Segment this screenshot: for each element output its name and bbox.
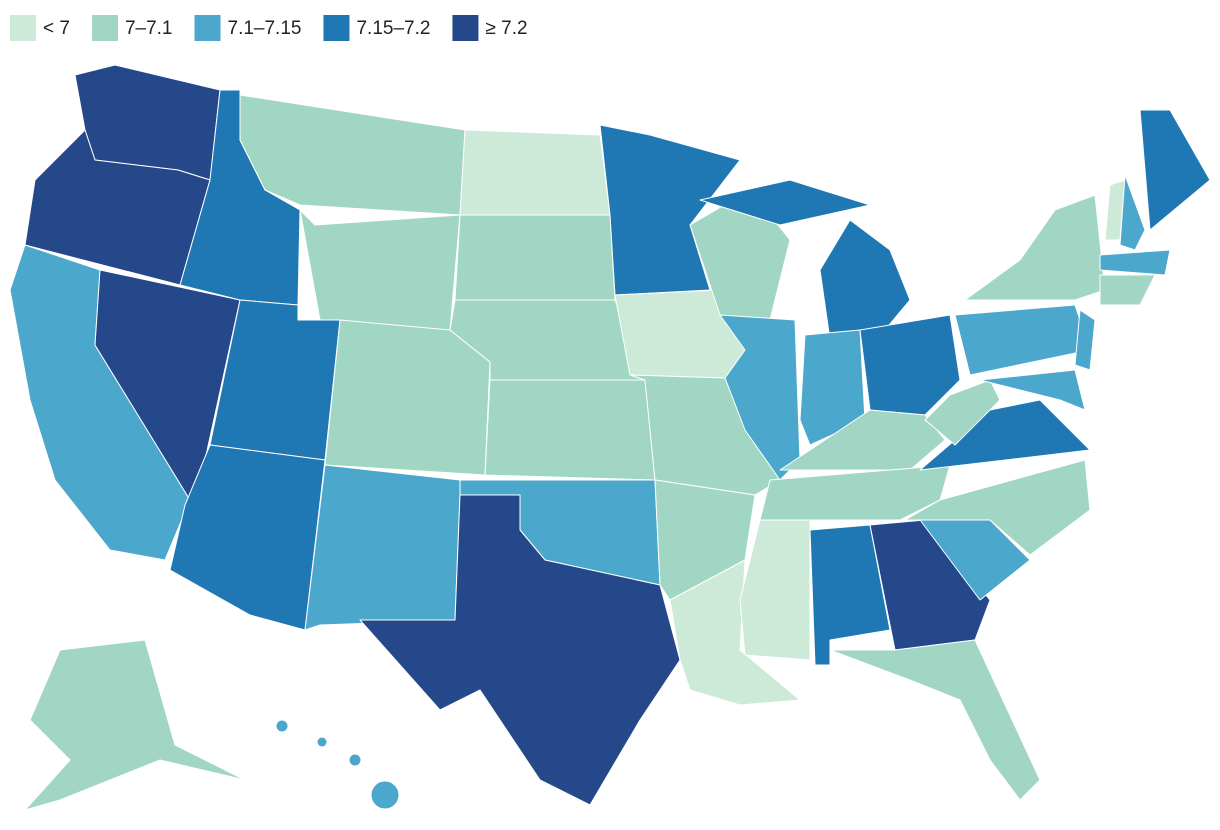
state: [370, 780, 400, 810]
legend-label: < 7: [43, 18, 70, 39]
state: [359, 494, 681, 806]
state: [819, 219, 911, 341]
state: [454, 214, 616, 301]
legend-swatch: [323, 15, 350, 41]
state: [599, 124, 741, 296]
state: [24, 639, 246, 811]
state: [459, 129, 611, 216]
legend-label: 7.15–7.2: [356, 18, 430, 39]
legend-label: ≥ 7.2: [485, 18, 527, 39]
legend: < 7 7–7.1 7.1–7.15 7.15–7.2 ≥ 7.2: [10, 15, 528, 41]
state: [484, 379, 656, 481]
legend-swatch: [91, 15, 118, 41]
state: [964, 194, 1106, 301]
state: [829, 639, 1041, 801]
state: [275, 719, 289, 733]
state: [1119, 174, 1146, 251]
legend-swatch: [194, 15, 221, 41]
legend-label: 7.1–7.15: [228, 18, 302, 39]
state: [316, 736, 328, 748]
states: [9, 64, 1211, 811]
state: [1074, 309, 1096, 371]
legend-swatch: [10, 15, 36, 41]
state: [759, 464, 951, 521]
state: [924, 379, 1001, 446]
state: [1139, 109, 1211, 231]
state: [869, 519, 991, 651]
state: [954, 304, 1091, 376]
state: [348, 753, 362, 767]
state: [859, 314, 961, 416]
state: [669, 559, 801, 706]
state: [904, 459, 1091, 556]
state: [1099, 274, 1156, 306]
legend-swatch: [452, 15, 479, 41]
state: [719, 314, 801, 481]
state: [299, 209, 461, 331]
state: [324, 319, 491, 476]
state: [169, 444, 326, 631]
state: [739, 519, 811, 661]
state: [304, 464, 461, 631]
state: [1099, 249, 1171, 276]
state: [699, 179, 871, 226]
legend-label: 7–7.1: [125, 18, 173, 39]
state: [979, 369, 1086, 411]
